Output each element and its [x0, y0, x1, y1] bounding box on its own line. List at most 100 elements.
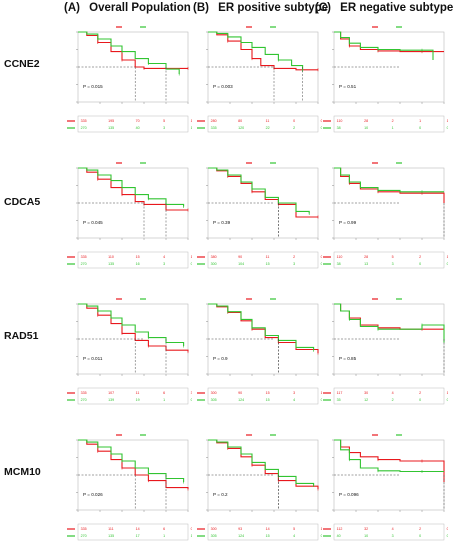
risk-count: 4: [163, 255, 165, 259]
risk-table-frame: [207, 387, 319, 405]
risk-count: 5: [163, 119, 165, 123]
km-curve-low: [334, 167, 444, 193]
risk-count: 0: [447, 262, 448, 266]
risk-count: 2: [392, 398, 394, 402]
risk-count: 3: [392, 262, 394, 266]
risk-count: 10: [364, 126, 368, 130]
risk-table-frame: [207, 523, 319, 541]
risk-count: 12: [364, 398, 368, 402]
risk-count: 1: [419, 119, 421, 123]
risk-count: 270: [81, 126, 87, 130]
km-plot-svg: P = 0.85 117 30 4 2 1 35 12 2 0 0: [323, 298, 448, 405]
risk-count: 40: [136, 126, 140, 130]
risk-table-frame: [77, 387, 189, 405]
column-title: ER positive subtype: [218, 2, 329, 14]
risk-count: 0: [447, 534, 448, 538]
column-title: Overall Population: [89, 2, 191, 14]
row-label-rad51: RAD51: [4, 330, 39, 342]
risk-count: 90: [238, 255, 242, 259]
risk-count: 104: [238, 262, 244, 266]
risk-count: 380: [211, 255, 217, 259]
risk-count: 30: [364, 391, 368, 395]
risk-count: 300: [211, 391, 217, 395]
km-panel: P = 0.2 300 93 14 5 1 305 124 15 4 0: [194, 432, 322, 548]
risk-count: 1: [321, 527, 322, 531]
risk-table-frame: [207, 251, 319, 269]
risk-count: 3: [293, 262, 295, 266]
risk-count: 1: [191, 126, 192, 130]
risk-count: 0: [321, 262, 322, 266]
km-plot-svg: P = 0.99 110 28 5 2 1 38 13 3 0 0: [323, 162, 448, 269]
km-curve-high: [78, 167, 188, 211]
risk-count: 3: [163, 126, 165, 130]
risk-table-frame: [77, 251, 189, 269]
km-panel: P = 0.015 335 195 70 5 1 270 135 40 3 1: [64, 24, 192, 140]
risk-count: 270: [81, 262, 87, 266]
km-plot-svg: P = 0.39 380 90 11 2 0 300 104 15 3 0: [197, 162, 322, 269]
row-label-cdca5: CDCA5: [4, 196, 41, 208]
p-value-label: P = 0.096: [339, 492, 359, 497]
risk-count: 3: [191, 391, 192, 395]
plot-frame: [333, 167, 445, 239]
plot-frame: [77, 31, 189, 103]
risk-count: 3: [392, 534, 394, 538]
p-value-label: P = 0.045: [83, 220, 103, 225]
plot-frame: [77, 167, 189, 239]
risk-count: 28: [364, 119, 368, 123]
km-curve-low: [334, 31, 434, 60]
risk-count: 4: [392, 527, 394, 531]
km-plot-svg: P = 0.045 335 110 15 4 1 270 135 16 3 0: [67, 162, 192, 269]
p-value-label: P = 0.026: [83, 492, 103, 497]
risk-count: 16: [136, 262, 140, 266]
risk-count: 10: [364, 534, 368, 538]
risk-count: 14: [136, 527, 140, 531]
risk-count: 17: [136, 534, 140, 538]
column-letter: (C): [315, 2, 331, 14]
risk-count: 2: [419, 391, 421, 395]
risk-count: 28: [364, 255, 368, 259]
risk-count: 22: [266, 126, 270, 130]
risk-count: 11: [266, 119, 270, 123]
risk-count: 300: [211, 262, 217, 266]
risk-count: 135: [108, 262, 114, 266]
km-panel: P = 0.096 112 32 4 2 0 40 10 3 0 0: [320, 432, 448, 548]
column-letter: (A): [64, 2, 80, 14]
risk-count: 0: [321, 255, 322, 259]
risk-count: 3: [163, 262, 165, 266]
plot-frame: [207, 439, 319, 511]
risk-count: 0: [419, 126, 421, 130]
risk-count: 0: [447, 398, 448, 402]
p-value-label: P = 0.003: [213, 84, 233, 89]
risk-table-frame: [77, 523, 189, 541]
risk-count: 70: [136, 119, 140, 123]
km-panel: P = 0.045 335 110 15 4 1 270 135 16 3 0: [64, 160, 192, 276]
plot-frame: [207, 31, 319, 103]
p-value-label: P = 0.85: [339, 356, 357, 361]
risk-count: 0: [419, 262, 421, 266]
risk-count: 1: [163, 534, 165, 538]
risk-count: 305: [211, 398, 217, 402]
risk-count: 5: [392, 255, 394, 259]
risk-count: 14: [266, 527, 270, 531]
risk-count: 15: [266, 534, 270, 538]
p-value-label: P = 0.9: [213, 356, 228, 361]
risk-count: 335: [81, 527, 87, 531]
risk-count: 335: [81, 119, 87, 123]
risk-count: 112: [337, 527, 343, 531]
risk-count: 4: [392, 391, 394, 395]
risk-count: 0: [447, 527, 448, 531]
km-plot-svg: P = 0.011 335 107 11 6 3 270 139 19 1 0: [67, 298, 192, 405]
column-title: ER negative subtype: [340, 2, 454, 14]
p-value-label: P = 0.51: [339, 84, 357, 89]
risk-count: 135: [108, 534, 114, 538]
risk-count: 2: [419, 255, 421, 259]
risk-count: 195: [108, 119, 114, 123]
risk-count: 1: [447, 255, 448, 259]
column-letter: (B): [193, 2, 209, 14]
row-label-ccne2: CCNE2: [4, 58, 40, 70]
row-label-mcm10: MCM10: [4, 466, 41, 478]
km-plot-svg: P = 0.9 300 90 15 3 1 305 124 15 4 0: [197, 298, 322, 405]
plot-frame: [333, 439, 445, 511]
risk-count: 19: [136, 398, 140, 402]
